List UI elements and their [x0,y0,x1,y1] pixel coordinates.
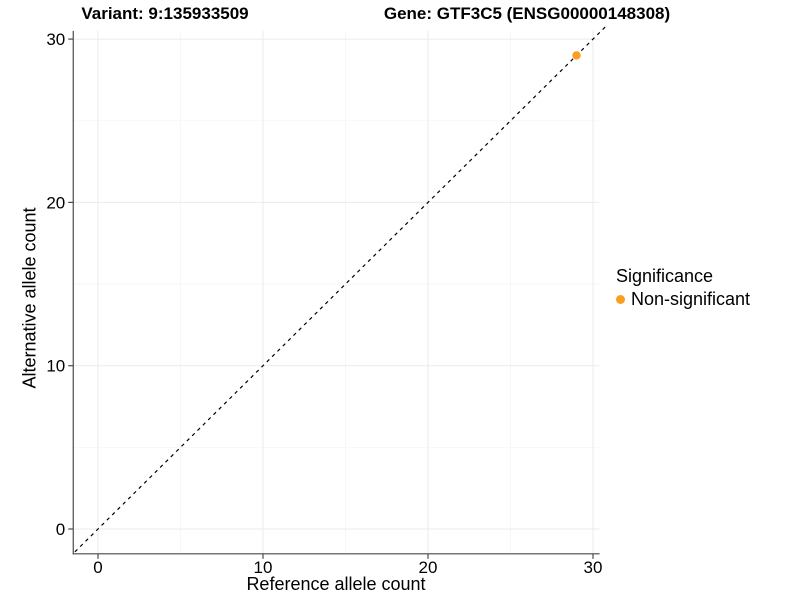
data-point [572,51,581,60]
variant-title: Variant: 9:135933509 [81,4,249,23]
y-tick-label: 0 [56,520,65,539]
x-tick-label: 20 [419,558,438,577]
x-tick-label: 10 [254,558,273,577]
y-tick-label: 20 [46,193,65,212]
x-tick-label: 0 [93,558,102,577]
y-tick-label: 30 [46,30,65,49]
x-tick-label: 30 [584,558,603,577]
legend-title: Significance [616,266,714,286]
legend-point-icon [616,294,625,304]
legend: Significance Non-significant [616,265,750,310]
x-axis-title: Reference allele count [246,574,426,594]
legend-item-non-significant: Non-significant [616,288,750,310]
y-axis-title: Alternative allele count [19,207,40,389]
legend-item-label: Non-significant [631,289,751,309]
y-tick-label: 10 [46,357,65,376]
gene-title: Gene: GTF3C5 (ENSG00000148308) [383,4,671,23]
identity-line [74,25,607,553]
